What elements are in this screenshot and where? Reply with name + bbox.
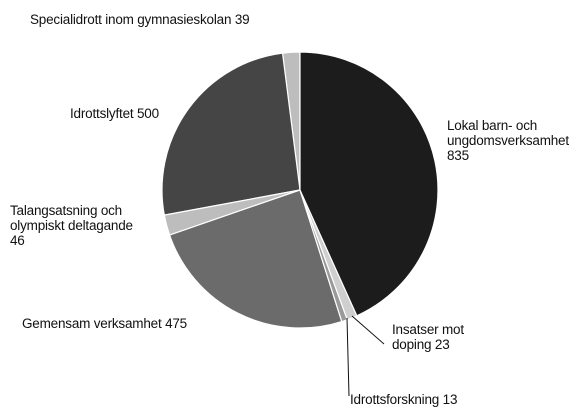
value-label: 835 xyxy=(447,148,469,163)
slice-label: Specialidrott inom gymnasieskolan 39 xyxy=(30,12,350,27)
slice-label: Lokal barn- och ungdomsverksamhet 835 xyxy=(447,118,577,163)
category-label: Lokal barn- och ungdomsverksamhet xyxy=(447,118,569,148)
value-label: 475 xyxy=(165,316,187,331)
slice-label: Gemensam verksamhet 475 xyxy=(22,316,282,331)
category-label: Idrottslyftet xyxy=(70,106,134,121)
category-label: Specialidrott inom gymnasieskolan xyxy=(30,12,232,27)
slice-label: Insatser mot doping 23 xyxy=(392,322,482,352)
slice-label: Talangsatsning och olympiskt deltagande … xyxy=(10,203,160,248)
slice-label: Idrottslyftet 500 xyxy=(70,106,270,121)
category-label: Talangsatsning och olympiskt deltagande xyxy=(10,203,133,233)
pie-slice xyxy=(161,52,301,216)
category-label: Gemensam verksamhet xyxy=(22,316,162,331)
leader-line xyxy=(346,317,350,397)
value-label: 39 xyxy=(234,12,250,27)
value-label: 46 xyxy=(10,233,25,248)
leader-line xyxy=(351,315,385,345)
value-label: 13 xyxy=(442,392,458,407)
category-label: Insatser mot doping xyxy=(392,322,464,352)
value-label: 500 xyxy=(137,106,159,121)
value-label: 23 xyxy=(434,337,450,352)
pie-slice xyxy=(168,189,343,329)
pie-slice xyxy=(299,51,439,317)
slice-label: Idrottsforskning 13 xyxy=(350,392,510,407)
category-label: Idrottsforskning xyxy=(350,392,440,407)
